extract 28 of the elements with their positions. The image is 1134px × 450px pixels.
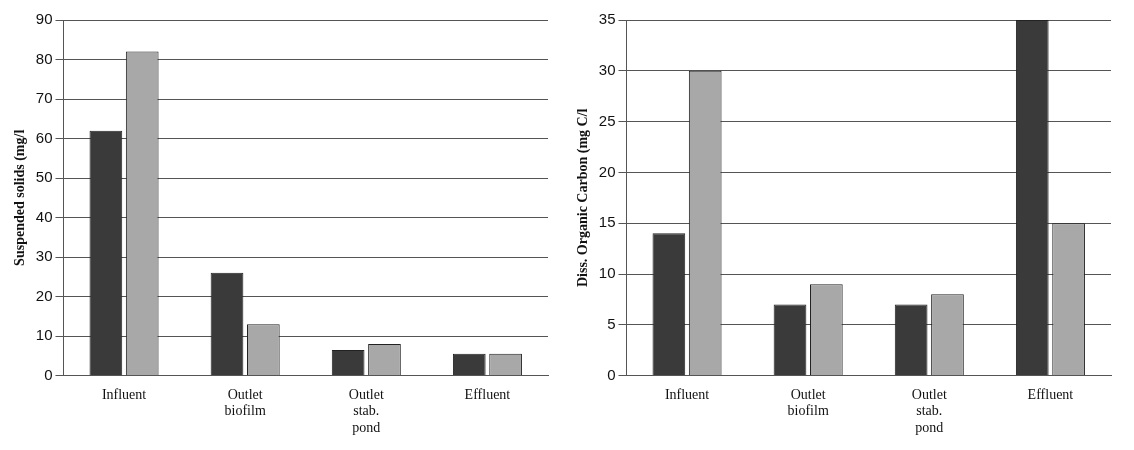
y-tick-label: 0 — [44, 365, 53, 383]
y-axis-title: Diss. Organic Carbon (mg C/l — [575, 108, 592, 288]
y-tick-label: 50 — [35, 168, 53, 186]
y-tick-label: 5 — [607, 314, 616, 332]
y-tick-label: 10 — [35, 326, 53, 344]
y-tick-label: 40 — [35, 207, 53, 225]
y-tick-label: 15 — [598, 213, 616, 231]
y-tick-label: 80 — [35, 49, 53, 67]
y-tick-label: 25 — [598, 111, 616, 129]
y-tick-label: 90 — [35, 10, 53, 28]
y-tick-label: 20 — [35, 286, 53, 304]
y-tick-label: 30 — [598, 60, 616, 78]
y-tick-label: 0 — [607, 365, 616, 383]
y-tick-label: 35 — [598, 10, 616, 28]
y-tick-label: 70 — [35, 89, 53, 107]
y-tick-label: 60 — [35, 128, 53, 146]
y-tick-label: 10 — [598, 264, 616, 282]
x-tick-label: Outlet stab. pond — [348, 386, 384, 436]
y-tick-label: 20 — [598, 162, 616, 180]
x-tick-label: Outlet stab. pond — [911, 386, 947, 436]
y-axis-title: Suspended solids (mg/l — [12, 129, 29, 266]
x-tick-label: Outlet biofilm — [787, 386, 829, 419]
y-tick-label: 30 — [35, 247, 53, 265]
x-tick-label: Outlet biofilm — [224, 386, 266, 419]
x-tick-label: Influent — [101, 386, 147, 402]
x-tick-label: Influent — [664, 386, 710, 402]
x-tick-label: Effluent — [1027, 386, 1074, 402]
x-tick-label: Effluent — [464, 386, 511, 402]
